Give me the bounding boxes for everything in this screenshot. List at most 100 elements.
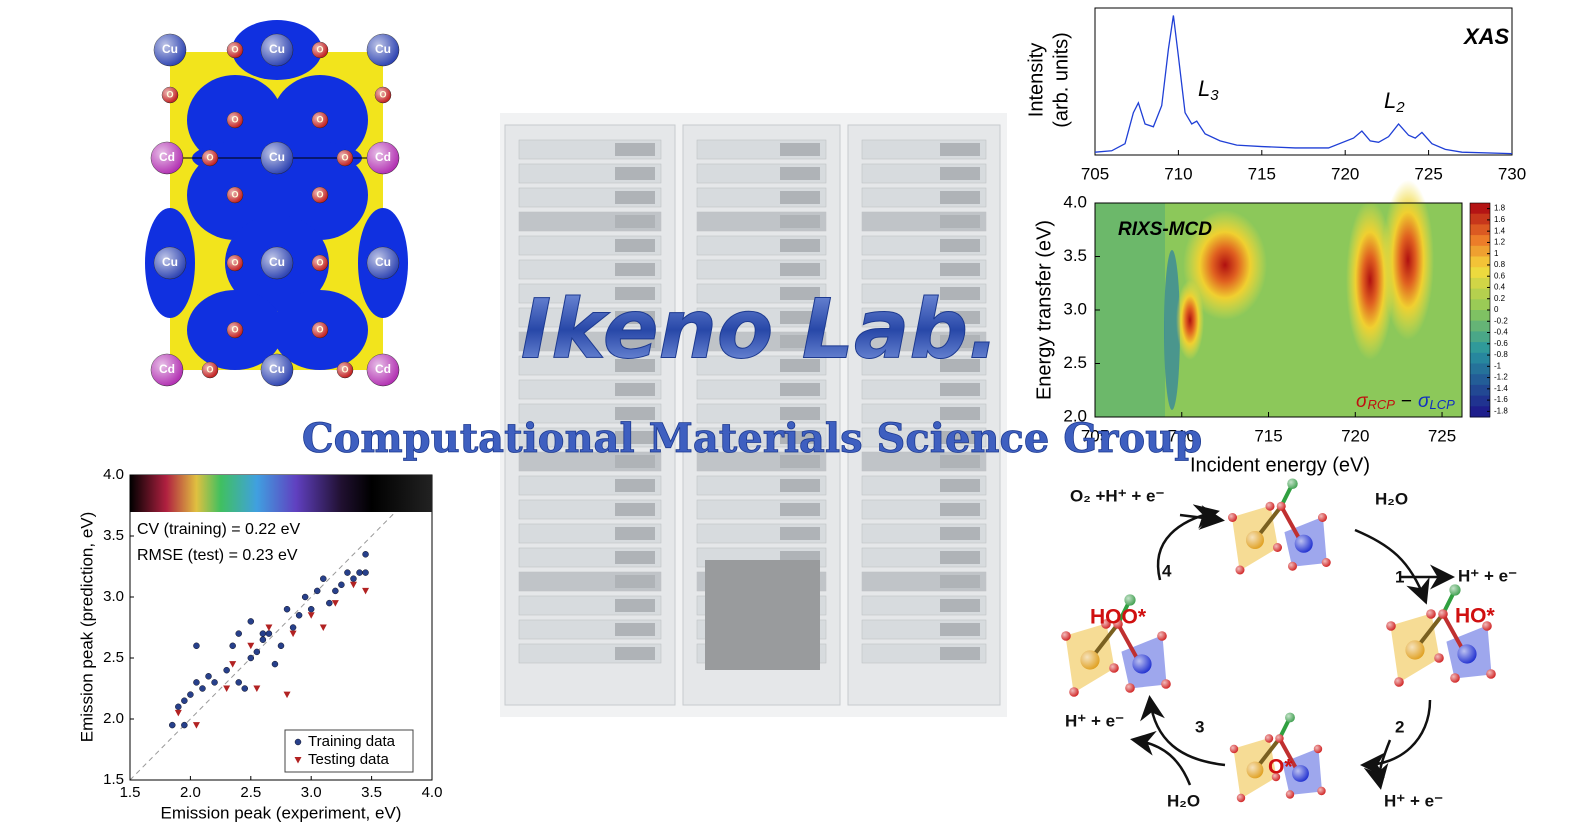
atom-label: Cu bbox=[269, 255, 285, 269]
atom-shine bbox=[227, 42, 243, 58]
bond bbox=[1277, 737, 1299, 771]
server-vent bbox=[615, 143, 655, 156]
colorbar-tick-label: -0.4 bbox=[1494, 328, 1508, 337]
y-tick-label: 4.0 bbox=[103, 466, 124, 483]
atom-label: O bbox=[206, 364, 213, 374]
x-tick-label: 705 bbox=[1081, 164, 1109, 183]
colorbar-tick-label: -0.2 bbox=[1494, 316, 1508, 325]
atom-label: O bbox=[316, 189, 323, 199]
server-vent bbox=[615, 215, 655, 228]
point bbox=[205, 673, 212, 680]
atom-label: Cu bbox=[375, 255, 391, 269]
point bbox=[174, 709, 182, 717]
server-vent bbox=[615, 551, 655, 564]
server-unit bbox=[705, 560, 820, 670]
cycle-label: H⁺ + e⁻ bbox=[1065, 711, 1124, 730]
colorbar-cell bbox=[1470, 277, 1490, 290]
atom-shine bbox=[1434, 653, 1444, 663]
server-photo bbox=[500, 113, 1007, 717]
atom-shine bbox=[1449, 584, 1461, 596]
point bbox=[187, 691, 194, 698]
point bbox=[331, 600, 339, 607]
atom-shine bbox=[1124, 594, 1136, 606]
atom-shine bbox=[227, 112, 243, 128]
colorbar-tick-label: -1.6 bbox=[1494, 395, 1508, 404]
point bbox=[193, 642, 200, 650]
atom-shine bbox=[202, 362, 218, 378]
colorbar-cell bbox=[1470, 310, 1490, 322]
y-tick-label: 2.0 bbox=[1063, 406, 1087, 425]
formula-part: σ bbox=[1418, 391, 1431, 412]
y-axis-label: Intensity bbox=[1025, 43, 1047, 117]
atom-shine bbox=[1132, 654, 1152, 674]
legend-box bbox=[284, 729, 414, 773]
atom-shine bbox=[1080, 650, 1100, 670]
point bbox=[301, 593, 309, 601]
server-vent bbox=[615, 191, 655, 204]
arrow bbox=[1179, 505, 1225, 530]
atom-shine bbox=[154, 34, 186, 66]
x-tick-label: 2.5 bbox=[240, 784, 261, 801]
atom-shine bbox=[367, 142, 399, 174]
atom-shine bbox=[1486, 669, 1496, 679]
atom-label: Cu bbox=[162, 42, 178, 56]
server-vent bbox=[780, 191, 820, 204]
atom-shine bbox=[151, 354, 183, 386]
point bbox=[247, 654, 255, 662]
x-tick-label: 4.0 bbox=[422, 784, 443, 801]
point bbox=[235, 630, 242, 637]
cycle-label: O* bbox=[1268, 756, 1293, 779]
atom-shine bbox=[261, 247, 293, 279]
atom-shine bbox=[367, 354, 399, 386]
point bbox=[289, 624, 297, 631]
atom-shine bbox=[337, 362, 353, 378]
xas-plot: XAS L3 L2 Intensity (arb. units) 705 710 7… bbox=[1025, 7, 1526, 183]
colorbar-cell bbox=[1470, 299, 1490, 311]
server-vent bbox=[615, 359, 655, 372]
formula-part: RCP bbox=[1367, 397, 1395, 412]
atom-label: Cu bbox=[269, 42, 285, 56]
atom-shine bbox=[1292, 765, 1309, 782]
server-vent bbox=[780, 239, 820, 252]
atom-shine bbox=[162, 87, 178, 103]
x-tick-label: 725 bbox=[1428, 426, 1456, 445]
atom-shine bbox=[1285, 712, 1295, 723]
server-vent bbox=[940, 239, 980, 252]
atom-shine bbox=[261, 34, 293, 66]
server-vent bbox=[615, 599, 655, 612]
atom-shine bbox=[1109, 663, 1119, 673]
colorbar-cell bbox=[1470, 352, 1490, 364]
server-vent bbox=[615, 263, 655, 276]
y-axis-label: Energy transfer (eV) bbox=[1033, 220, 1055, 400]
atom-label: Cd bbox=[375, 362, 391, 376]
atom-shine bbox=[227, 255, 243, 271]
annotation-sub: 2 bbox=[1395, 99, 1405, 116]
atom-shine bbox=[1229, 744, 1239, 754]
atom-label: O bbox=[316, 44, 323, 54]
annotation: RMSE (test) = 0.23 eV bbox=[137, 547, 298, 564]
plot-frame bbox=[1094, 7, 1513, 156]
point bbox=[211, 679, 218, 686]
atom-label: O bbox=[316, 114, 323, 124]
atom-label: O bbox=[231, 44, 238, 54]
x-axis-label: Incident energy (eV) bbox=[1190, 454, 1370, 476]
point bbox=[319, 624, 327, 631]
atom-shine bbox=[1235, 565, 1245, 575]
cycle-label: H⁺ + e⁻ bbox=[1384, 791, 1443, 810]
server-vent bbox=[940, 335, 980, 348]
server-vent bbox=[615, 167, 655, 180]
server-vent bbox=[940, 359, 980, 372]
point bbox=[223, 666, 230, 674]
point bbox=[192, 722, 200, 729]
annotation: CV (training) = 0.22 eV bbox=[137, 521, 301, 538]
point bbox=[169, 721, 176, 729]
server-vent bbox=[940, 455, 980, 468]
point bbox=[277, 642, 285, 650]
atom-label: O bbox=[166, 89, 173, 99]
annotation-sub: 3 bbox=[1210, 87, 1219, 104]
atom-shine bbox=[1450, 673, 1460, 683]
colorbar-tick-label: -1.4 bbox=[1494, 384, 1508, 393]
atom-shine bbox=[1246, 761, 1264, 779]
cycle-label: H₂O bbox=[1167, 791, 1200, 810]
